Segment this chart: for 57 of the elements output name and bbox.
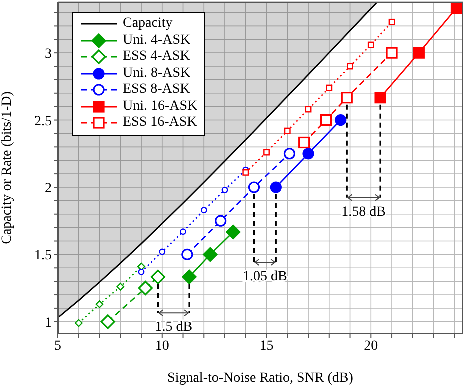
point: [159, 248, 166, 256]
x-axis-title: Signal-to-Noise Ratio, SNR (dB): [168, 371, 354, 386]
point: [298, 136, 310, 149]
point: [320, 114, 332, 126]
point: [368, 42, 374, 48]
point: [96, 300, 104, 308]
y-axis-title: Capacity or Rate (bits/1-D): [0, 91, 15, 244]
point: [450, 2, 463, 14]
point: [182, 248, 194, 260]
x-tick-label: 15: [260, 338, 274, 354]
point: [150, 270, 166, 284]
point: [226, 224, 241, 240]
annotation: 1.5 dB: [155, 320, 193, 336]
point: [242, 170, 250, 176]
point: [335, 114, 347, 126]
point: [74, 319, 83, 328]
y-tick-label: 2.5: [34, 114, 52, 130]
point: [203, 247, 218, 262]
legend-label: Uni. 8-ASK: [123, 66, 191, 82]
y-tick-label: 1: [45, 316, 52, 331]
point: [302, 148, 314, 160]
legend-label: ESS 4-ASK: [123, 49, 190, 66]
point: [138, 281, 153, 296]
point: [200, 207, 208, 214]
legend-label: ESS 8-ASK: [123, 82, 190, 98]
legend-label: Uni. 4-ASK: [123, 32, 191, 49]
point: [222, 186, 228, 194]
point: [100, 314, 116, 330]
y-tick-label: 1.5: [34, 248, 52, 264]
point: [413, 47, 425, 59]
point: [215, 215, 227, 227]
point: [386, 47, 398, 59]
x-tick-label: 20: [364, 338, 378, 354]
point: [388, 18, 396, 26]
point: [347, 63, 354, 70]
annotation: 1.05 dB: [243, 269, 288, 284]
y-tick-label: 2: [45, 181, 52, 196]
point: [341, 92, 353, 104]
point: [326, 84, 333, 92]
point: [305, 106, 312, 113]
annotation: 1.58 dB: [342, 204, 386, 220]
point: [374, 92, 386, 104]
point: [180, 228, 186, 236]
y-tick-label: 3: [45, 47, 52, 62]
x-tick-label: 5: [54, 338, 62, 354]
point: [248, 182, 260, 194]
x-tick-label: 10: [155, 338, 170, 354]
legend-label: Capacity: [123, 16, 173, 32]
point: [270, 182, 282, 194]
legend-label: Uni. 16-ASK: [123, 98, 198, 115]
point: [182, 270, 197, 284]
point: [284, 148, 296, 160]
point: [116, 282, 125, 291]
point: [284, 128, 291, 134]
point: [264, 149, 270, 156]
point: [138, 268, 145, 276]
legend-label: ESS 16-ASK: [123, 115, 198, 132]
